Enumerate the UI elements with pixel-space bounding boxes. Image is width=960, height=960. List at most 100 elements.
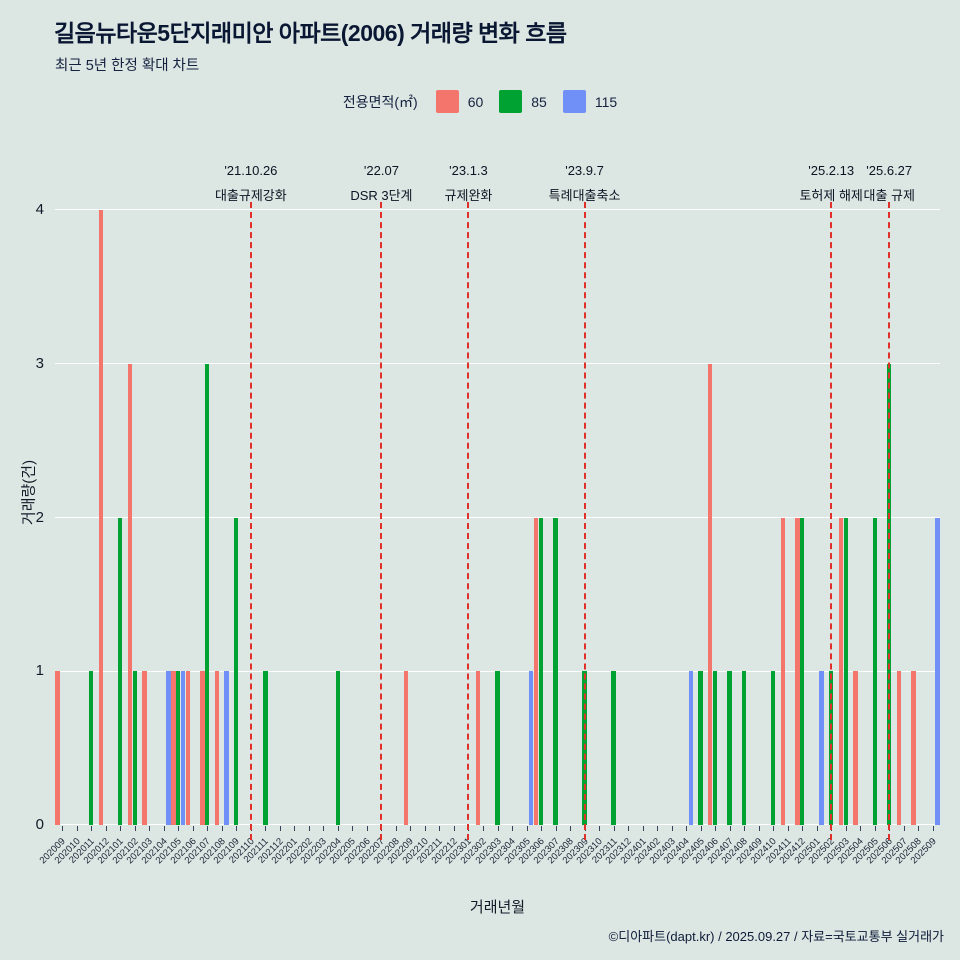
bar-85-202109[interactable] — [234, 517, 239, 825]
x-tick — [613, 826, 615, 831]
gridline-y-4 — [55, 209, 940, 211]
x-tick — [700, 826, 702, 831]
bar-85-202503[interactable] — [843, 517, 848, 825]
bar-60-202507[interactable] — [896, 671, 902, 825]
x-tick — [512, 826, 513, 831]
legend: 전용면적(㎡) 60 85 115 — [0, 90, 960, 113]
bar-60-202411[interactable] — [780, 517, 785, 825]
legend-item-60[interactable]: 60 — [435, 90, 484, 113]
bar-60-202504[interactable] — [853, 671, 858, 825]
x-tick — [541, 826, 543, 831]
bar-85-202111[interactable] — [263, 671, 268, 825]
annotation-date: '22.07 — [363, 163, 399, 178]
x-tick — [395, 826, 397, 831]
bar-85-202407[interactable] — [727, 671, 732, 825]
bar-85-202406[interactable] — [712, 671, 718, 825]
legend-swatch-115-icon — [562, 90, 586, 113]
y-tick-label: 0 — [35, 816, 44, 833]
gridline-y-2 — [55, 516, 940, 518]
bar-115-202509[interactable] — [935, 517, 940, 825]
bar-115-202104[interactable] — [166, 671, 171, 825]
bar-85-202102[interactable] — [132, 671, 137, 825]
bar-60-202103[interactable] — [142, 671, 147, 825]
annotation-date: '21.10.26 — [224, 163, 278, 178]
x-tick — [918, 826, 920, 831]
x-tick — [686, 826, 688, 831]
bar-60-202306[interactable] — [534, 517, 539, 825]
annotation-line-202301 — [467, 202, 470, 840]
gridline-y-1 — [55, 670, 940, 672]
bar-60-202508[interactable] — [911, 671, 916, 825]
annotation-date: '23.1.3 — [449, 163, 488, 178]
bar-115-202105[interactable] — [180, 671, 186, 825]
y-tick-label: 2 — [35, 508, 44, 526]
legend-label: 60 — [467, 93, 484, 110]
bar-85-202505[interactable] — [872, 517, 877, 825]
bar-85-202405[interactable] — [698, 671, 703, 825]
legend-swatch-85-icon — [499, 90, 523, 113]
bar-60-202012[interactable] — [98, 210, 104, 825]
x-tick — [294, 826, 296, 831]
annotation-label: 규제완화 — [444, 188, 493, 203]
x-tick — [526, 826, 528, 831]
legend-item-115[interactable]: 115 — [562, 90, 618, 113]
x-tick — [192, 826, 194, 831]
bar-60-202108[interactable] — [214, 671, 220, 825]
bar-85-202311[interactable] — [611, 671, 616, 825]
bar-60-202106[interactable] — [185, 671, 191, 825]
bar-85-202306[interactable] — [538, 517, 544, 825]
bar-115-202108[interactable] — [224, 671, 229, 825]
bar-115-202305[interactable] — [529, 671, 534, 825]
legend-label: 115 — [594, 93, 618, 110]
bar-60-202009[interactable] — [55, 671, 60, 825]
x-tick — [787, 826, 789, 831]
bar-85-202410[interactable] — [771, 671, 776, 825]
bar-60-202406[interactable] — [708, 363, 713, 825]
chart-title: 길음뉴타운5단지래미안 아파트(2006) 거래량 변화 흐름 — [54, 20, 567, 46]
bar-85-202011[interactable] — [89, 671, 94, 825]
bar-85-202307[interactable] — [553, 517, 558, 825]
x-tick — [207, 826, 209, 831]
x-tick — [178, 826, 180, 831]
x-tick — [555, 826, 557, 831]
legend-label: 85 — [531, 93, 547, 110]
annotation-line-202309 — [583, 202, 586, 840]
annotation-label: 토허제 해제 — [799, 188, 863, 203]
bar-85-202101[interactable] — [118, 517, 123, 825]
bar-85-202107[interactable] — [205, 363, 210, 825]
legend-item-85[interactable]: 85 — [499, 90, 547, 113]
x-tick — [570, 826, 572, 831]
bar-85-202204[interactable] — [335, 671, 341, 825]
x-tick — [860, 826, 862, 831]
y-tick-label: 4 — [35, 201, 44, 218]
bar-60-202302[interactable] — [476, 671, 481, 825]
bar-115-202501[interactable] — [819, 671, 824, 825]
x-tick — [773, 826, 775, 831]
x-tick — [758, 826, 760, 831]
bar-60-202102[interactable] — [127, 363, 133, 825]
x-tick — [323, 826, 325, 831]
x-tick — [134, 826, 136, 831]
annotation-label: 대출 규제 — [863, 188, 915, 203]
legend-swatch-60-icon — [435, 90, 459, 113]
bar-85-202303[interactable] — [495, 671, 500, 825]
x-tick — [352, 826, 354, 831]
legend-title: 전용면적(㎡) — [342, 93, 418, 110]
footer-credit: ©디아파트(dapt.kr) / 2025.09.27 / 자료=국토교통부 실… — [608, 929, 944, 944]
bar-60-202412[interactable] — [795, 517, 800, 825]
x-tick — [424, 826, 426, 831]
bar-85-202412[interactable] — [800, 517, 805, 825]
x-tick — [657, 826, 659, 831]
x-tick — [744, 826, 746, 831]
bar-60-202209[interactable] — [403, 671, 408, 825]
bar-60-202503[interactable] — [838, 517, 844, 825]
x-tick — [482, 826, 484, 831]
x-tick — [149, 826, 151, 831]
bar-115-202404[interactable] — [688, 671, 694, 825]
bar-85-202408[interactable] — [741, 671, 747, 825]
bar-60-202107[interactable] — [200, 671, 205, 825]
x-tick — [366, 826, 368, 831]
bar-85-202105[interactable] — [176, 671, 181, 825]
x-tick — [163, 826, 165, 831]
bar-60-202105[interactable] — [171, 671, 176, 825]
